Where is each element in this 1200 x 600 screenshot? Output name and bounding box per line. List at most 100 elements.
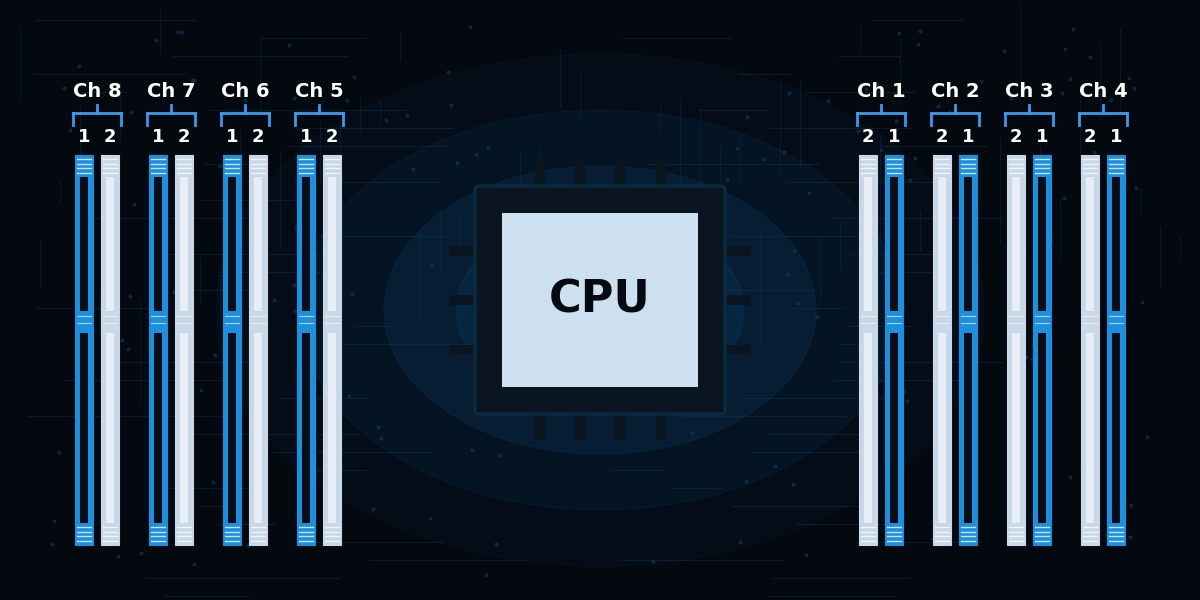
Bar	[101, 523, 119, 545]
Bar	[175, 311, 193, 333]
Bar	[149, 155, 167, 177]
Bar	[1033, 155, 1051, 545]
Bar	[180, 155, 188, 545]
Bar	[449, 344, 479, 355]
Bar	[575, 410, 586, 440]
Text: Ch 7: Ch 7	[146, 82, 196, 101]
Bar	[959, 311, 977, 333]
Bar	[328, 155, 336, 545]
Bar	[1033, 523, 1051, 545]
Bar	[262, 155, 266, 545]
Ellipse shape	[300, 110, 900, 510]
Bar	[1108, 311, 1126, 333]
Bar	[106, 155, 114, 545]
Bar	[959, 155, 964, 545]
Bar	[886, 155, 890, 545]
Bar	[575, 160, 586, 190]
Bar	[223, 155, 241, 177]
Bar	[1033, 155, 1051, 177]
Bar	[298, 155, 302, 545]
Bar	[298, 311, 314, 333]
Bar	[1033, 311, 1051, 333]
Bar	[154, 155, 162, 545]
Text: Ch 1: Ch 1	[857, 82, 905, 101]
Bar	[886, 523, 904, 545]
Bar	[1038, 155, 1046, 545]
Bar	[250, 311, 266, 333]
Text: 2: 2	[178, 128, 191, 146]
Bar	[175, 155, 193, 177]
Text: Ch 3: Ch 3	[1004, 82, 1054, 101]
Bar	[228, 155, 236, 545]
Bar	[1007, 155, 1025, 177]
Bar	[1094, 155, 1099, 545]
Bar	[964, 155, 972, 545]
Bar	[1012, 155, 1020, 545]
Bar	[721, 245, 751, 256]
Bar	[1120, 155, 1126, 545]
Bar	[323, 523, 341, 545]
Bar	[721, 295, 751, 305]
Bar	[101, 155, 106, 545]
Bar	[1020, 155, 1025, 545]
Bar	[1007, 311, 1025, 333]
Bar	[175, 523, 193, 545]
Text: 2: 2	[936, 128, 948, 146]
Bar	[449, 295, 479, 305]
Bar	[534, 410, 545, 440]
Bar	[149, 523, 167, 545]
Bar	[655, 410, 666, 440]
Text: Ch 6: Ch 6	[221, 82, 269, 101]
Bar	[223, 155, 228, 545]
Bar	[898, 155, 904, 545]
Text: 2: 2	[325, 128, 338, 146]
Bar	[959, 155, 977, 545]
Ellipse shape	[216, 54, 984, 566]
Text: Ch 8: Ch 8	[73, 82, 121, 101]
Bar	[859, 523, 877, 545]
Bar	[188, 155, 193, 545]
Bar	[74, 155, 94, 545]
Text: 1: 1	[888, 128, 900, 146]
Bar	[1108, 155, 1126, 177]
Bar	[859, 155, 877, 177]
Bar	[886, 311, 904, 333]
Bar	[859, 155, 877, 545]
Bar	[890, 155, 898, 545]
Bar	[223, 155, 241, 545]
Bar	[449, 245, 479, 256]
Bar	[1108, 155, 1112, 545]
Bar	[336, 155, 341, 545]
Bar	[859, 155, 864, 545]
Bar	[323, 155, 341, 545]
Bar	[250, 155, 254, 545]
Bar	[1108, 523, 1126, 545]
Text: 2: 2	[862, 128, 875, 146]
Bar	[310, 155, 314, 545]
Bar	[80, 155, 88, 545]
Text: 1: 1	[1110, 128, 1122, 146]
Bar	[250, 523, 266, 545]
Bar	[886, 155, 904, 177]
Bar	[502, 213, 698, 387]
Bar	[1081, 311, 1099, 333]
Text: 2: 2	[1084, 128, 1097, 146]
Bar	[88, 155, 94, 545]
Bar	[149, 311, 167, 333]
Bar	[74, 155, 80, 545]
Bar	[101, 311, 119, 333]
Bar	[655, 160, 666, 190]
Bar	[872, 155, 877, 545]
Bar	[250, 155, 266, 545]
Text: 2: 2	[1009, 128, 1022, 146]
Text: 1: 1	[961, 128, 974, 146]
Bar	[175, 155, 193, 545]
Bar	[323, 311, 341, 333]
Bar	[298, 155, 314, 545]
Bar	[1046, 155, 1051, 545]
Bar	[101, 155, 119, 177]
Bar	[74, 523, 94, 545]
Bar	[149, 155, 167, 545]
Bar	[934, 523, 952, 545]
Bar	[1007, 155, 1025, 545]
